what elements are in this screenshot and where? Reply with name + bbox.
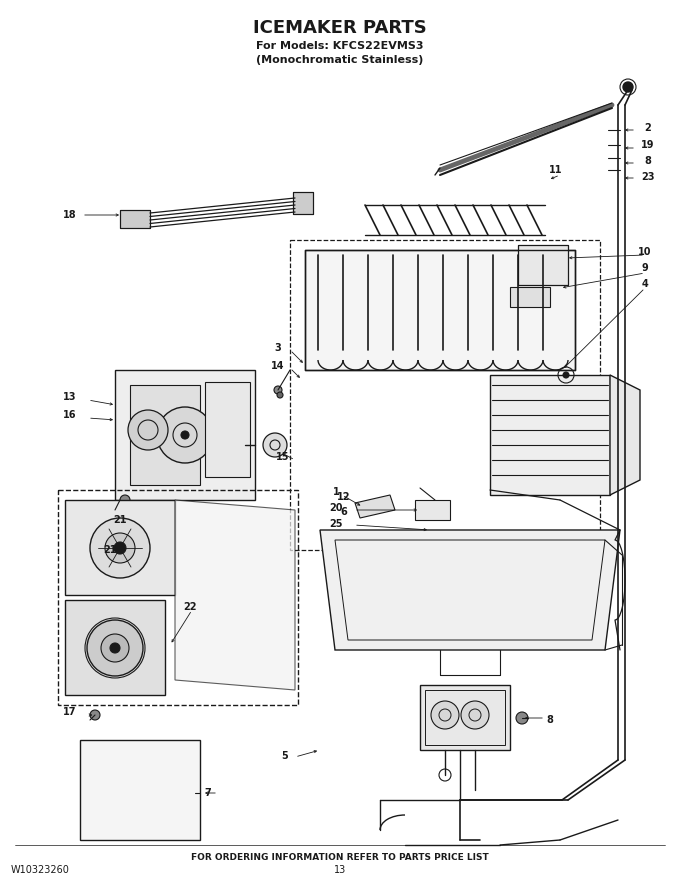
Circle shape (623, 82, 633, 92)
Text: 22: 22 (183, 602, 197, 612)
Bar (420, 685, 510, 750)
Text: (Monochromatic Stainless): (Monochromatic Stainless) (256, 55, 424, 65)
Bar (293, 192, 313, 214)
Circle shape (157, 407, 213, 463)
Circle shape (274, 386, 282, 394)
Bar (120, 210, 150, 228)
Circle shape (263, 433, 287, 457)
Text: 5: 5 (282, 751, 288, 761)
Text: 14: 14 (271, 361, 285, 371)
Circle shape (120, 495, 130, 505)
Text: 10: 10 (639, 247, 651, 257)
Text: 4: 4 (642, 279, 648, 289)
Text: 6: 6 (341, 507, 347, 517)
Circle shape (181, 431, 189, 439)
Bar (65, 500, 175, 595)
Text: W10323260: W10323260 (11, 865, 69, 875)
Text: 1: 1 (333, 487, 339, 497)
Bar (58, 490, 298, 705)
Circle shape (516, 712, 528, 724)
Text: 2: 2 (645, 123, 651, 133)
Circle shape (110, 643, 120, 653)
Text: 7: 7 (205, 788, 211, 798)
Text: 21: 21 (114, 515, 126, 525)
Text: ICEMAKER PARTS: ICEMAKER PARTS (253, 19, 427, 37)
Bar (290, 240, 600, 550)
Circle shape (128, 410, 168, 450)
Circle shape (105, 533, 135, 563)
Polygon shape (320, 530, 620, 650)
Bar (305, 250, 575, 370)
Circle shape (101, 634, 129, 662)
Circle shape (563, 372, 569, 378)
Text: 13: 13 (63, 392, 77, 402)
Bar (415, 500, 450, 520)
Circle shape (431, 701, 459, 729)
Bar (425, 690, 505, 745)
Circle shape (87, 620, 143, 676)
Bar (130, 385, 200, 485)
Text: 17: 17 (63, 707, 77, 717)
Circle shape (277, 392, 283, 398)
Text: 11: 11 (549, 165, 563, 175)
Text: 21: 21 (103, 545, 117, 555)
Bar (120, 210, 150, 228)
Text: 9: 9 (642, 263, 648, 273)
Text: 13: 13 (334, 865, 346, 875)
Polygon shape (175, 500, 295, 690)
Bar (80, 740, 200, 840)
Bar (293, 192, 313, 214)
Bar (490, 375, 610, 495)
Circle shape (90, 710, 100, 720)
Bar (65, 600, 165, 695)
Text: For Models: KFCS22EVMS3: For Models: KFCS22EVMS3 (256, 41, 424, 51)
Circle shape (90, 518, 150, 578)
Text: 16: 16 (63, 410, 77, 420)
Text: 8: 8 (645, 156, 651, 166)
Text: 18: 18 (63, 210, 77, 220)
Bar (115, 370, 255, 500)
Text: 23: 23 (641, 172, 655, 182)
Bar (205, 382, 250, 477)
Text: 3: 3 (275, 343, 282, 353)
Bar (518, 245, 568, 285)
Text: 15: 15 (276, 452, 290, 462)
Polygon shape (610, 375, 640, 495)
Bar (518, 245, 568, 285)
Circle shape (114, 542, 126, 554)
Bar (510, 287, 550, 307)
Text: FOR ORDERING INFORMATION REFER TO PARTS PRICE LIST: FOR ORDERING INFORMATION REFER TO PARTS … (191, 853, 489, 862)
Text: 25: 25 (329, 519, 343, 529)
Circle shape (461, 701, 489, 729)
Polygon shape (355, 495, 395, 518)
Text: 8: 8 (547, 715, 554, 725)
Text: 12: 12 (337, 492, 351, 502)
Text: 19: 19 (641, 140, 655, 150)
Text: 20: 20 (329, 503, 343, 513)
